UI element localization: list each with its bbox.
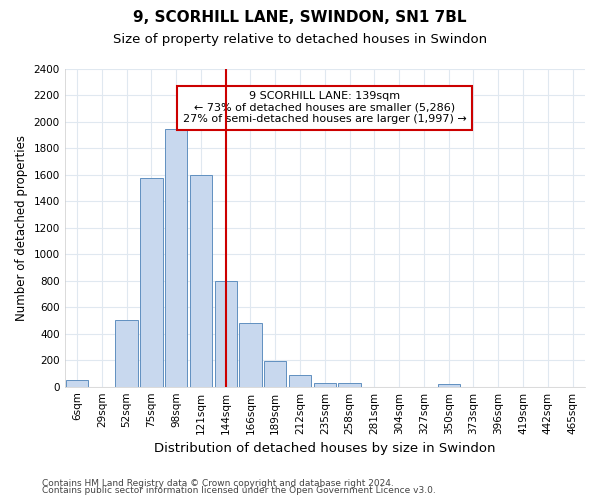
Bar — [314, 382, 336, 386]
Y-axis label: Number of detached properties: Number of detached properties — [15, 135, 28, 321]
Bar — [190, 175, 212, 386]
Bar — [437, 384, 460, 386]
Bar — [115, 320, 138, 386]
Bar — [66, 380, 88, 386]
Text: Size of property relative to detached houses in Swindon: Size of property relative to detached ho… — [113, 32, 487, 46]
Bar — [264, 361, 286, 386]
Bar — [289, 375, 311, 386]
X-axis label: Distribution of detached houses by size in Swindon: Distribution of detached houses by size … — [154, 442, 496, 455]
Text: Contains HM Land Registry data © Crown copyright and database right 2024.: Contains HM Land Registry data © Crown c… — [42, 478, 394, 488]
Text: Contains public sector information licensed under the Open Government Licence v3: Contains public sector information licen… — [42, 486, 436, 495]
Bar — [140, 178, 163, 386]
Text: 9 SCORHILL LANE: 139sqm
← 73% of detached houses are smaller (5,286)
27% of semi: 9 SCORHILL LANE: 139sqm ← 73% of detache… — [183, 91, 467, 124]
Bar — [239, 323, 262, 386]
Bar — [165, 128, 187, 386]
Bar — [338, 384, 361, 386]
Bar — [215, 281, 237, 386]
Text: 9, SCORHILL LANE, SWINDON, SN1 7BL: 9, SCORHILL LANE, SWINDON, SN1 7BL — [133, 10, 467, 25]
